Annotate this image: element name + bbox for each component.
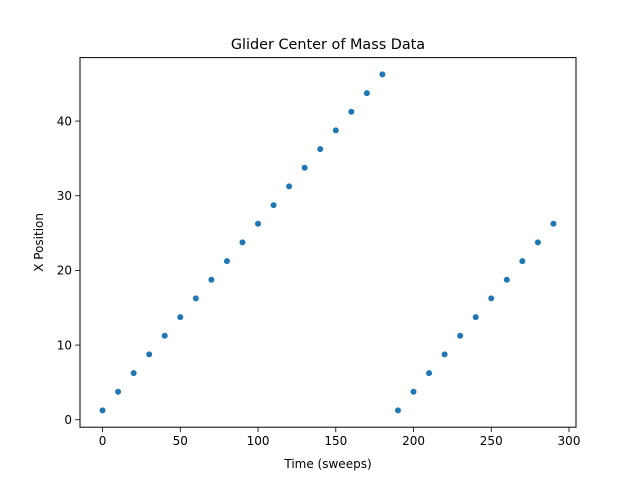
data-point-0-25 [488, 295, 495, 302]
data-point-0-24 [472, 314, 479, 321]
data-point-0-18 [379, 71, 386, 78]
x-axis-label: Time (sweeps) [283, 457, 371, 471]
data-point-0-20 [410, 388, 417, 395]
x-tick-label-4: 200 [402, 434, 425, 448]
data-point-0-13 [301, 164, 308, 171]
data-point-0-0 [99, 407, 106, 414]
data-point-0-26 [503, 276, 510, 283]
data-point-0-27 [519, 258, 526, 265]
data-point-0-6 [192, 295, 199, 302]
data-point-0-8 [223, 258, 230, 265]
data-point-0-29 [550, 220, 557, 227]
data-point-0-19 [394, 407, 401, 414]
x-tick-label-2: 100 [247, 434, 270, 448]
data-point-0-17 [363, 90, 370, 97]
y-tick-label-0: 0 [64, 413, 72, 427]
data-point-0-22 [441, 351, 448, 358]
data-point-0-10 [255, 220, 262, 227]
data-point-0-23 [457, 332, 464, 339]
data-point-0-28 [534, 239, 541, 246]
data-point-0-15 [332, 127, 339, 134]
data-point-0-14 [317, 146, 324, 153]
data-point-0-5 [177, 314, 184, 321]
data-point-0-7 [208, 276, 215, 283]
x-tick-label-0: 0 [99, 434, 107, 448]
x-tick-label-1: 50 [173, 434, 188, 448]
y-axis-label: X Position [32, 213, 46, 272]
data-point-0-11 [270, 202, 277, 209]
x-tick-label-5: 250 [480, 434, 503, 448]
data-points [99, 71, 557, 414]
y-tick-label-2: 20 [57, 264, 72, 278]
axes-frame [79, 57, 577, 428]
data-point-0-1 [115, 388, 122, 395]
y-tick-label-4: 40 [57, 114, 72, 128]
data-point-0-9 [239, 239, 246, 246]
plot-area [79, 57, 577, 428]
data-point-0-21 [426, 370, 433, 377]
data-point-0-4 [161, 332, 168, 339]
data-point-0-2 [130, 370, 137, 377]
x-axis-ticks: 0 50 100 150 200 250 300 [99, 427, 581, 448]
y-tick-label-1: 10 [57, 338, 72, 352]
y-axis-ticks: 0 10 20 30 40 [57, 114, 80, 427]
data-point-0-3 [146, 351, 153, 358]
data-point-0-16 [348, 108, 355, 115]
x-tick-label-6: 300 [558, 434, 581, 448]
chart-title: Glider Center of Mass Data [231, 37, 425, 53]
data-point-0-12 [286, 183, 293, 190]
x-tick-label-3: 150 [324, 434, 347, 448]
y-tick-label-3: 30 [57, 189, 72, 203]
